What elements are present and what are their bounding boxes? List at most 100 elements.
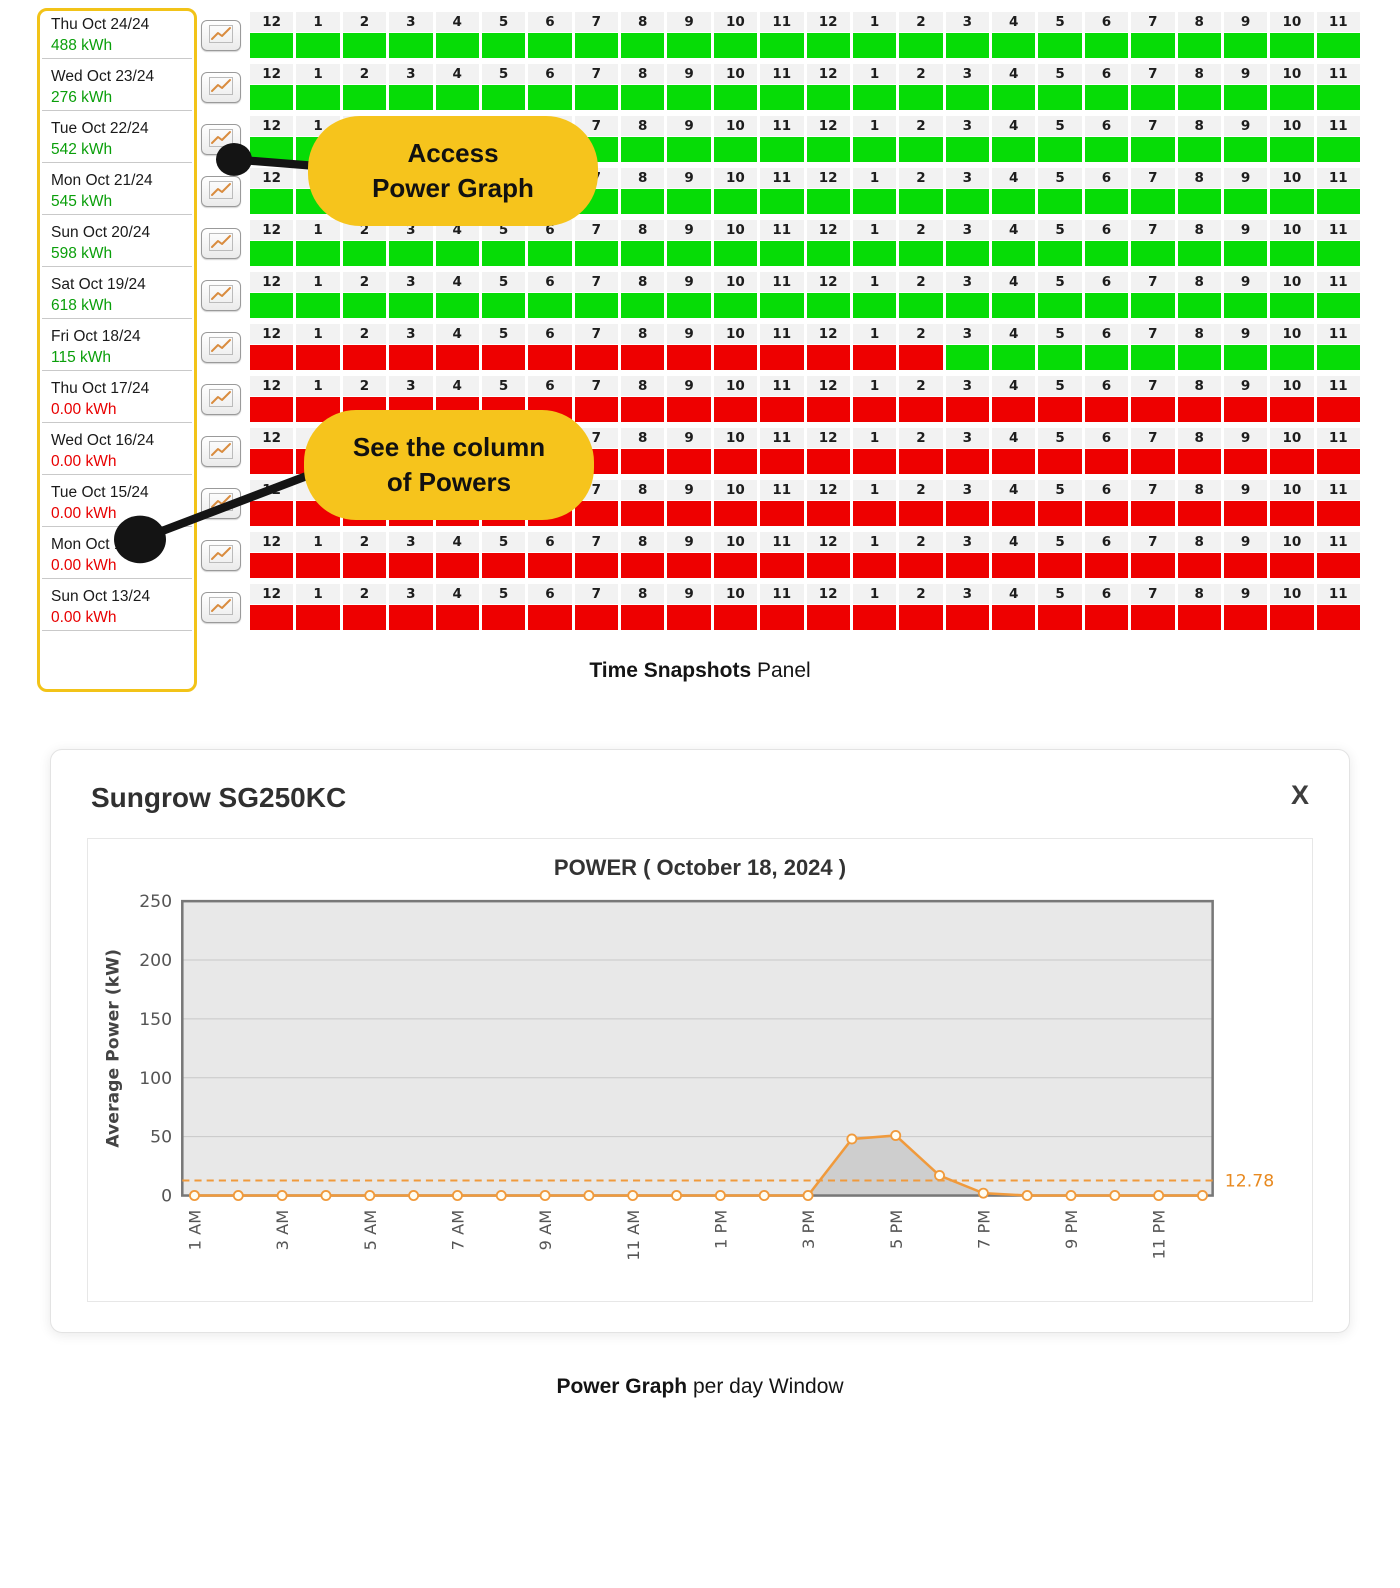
power-graph-button[interactable] bbox=[201, 436, 241, 467]
icon-cell bbox=[192, 428, 250, 475]
hour-column: 6 bbox=[528, 584, 572, 631]
hour-column: 12 bbox=[806, 64, 850, 111]
hour-label: 12 bbox=[806, 168, 850, 188]
snapshot-cell-ok bbox=[713, 137, 758, 162]
power-graph-button[interactable] bbox=[201, 384, 241, 415]
date-cell: Mon Oct 21/24 545 kWh bbox=[42, 168, 192, 215]
hour-column: 10 bbox=[713, 324, 758, 371]
snapshot-cell-down bbox=[992, 397, 1036, 422]
hour-column: 4 bbox=[992, 272, 1036, 319]
hour-label: 5 bbox=[1038, 64, 1082, 84]
snapshot-cell-ok bbox=[435, 241, 479, 266]
hour-label: 6 bbox=[1084, 220, 1129, 240]
hour-column: 12 bbox=[806, 376, 850, 423]
hour-label: 11 bbox=[1316, 584, 1360, 604]
snapshot-cell-down bbox=[1084, 501, 1129, 526]
snapshot-cell-ok bbox=[250, 85, 294, 110]
hour-label: 5 bbox=[481, 376, 526, 396]
hour-label: 2 bbox=[342, 64, 387, 84]
power-chart-svg: 0 50 100 150 200 250 12.78 1 AM 3 AM 5 AM 7 AM 9 AM… bbox=[103, 892, 1274, 1260]
hour-column: 3 bbox=[945, 376, 989, 423]
snapshot-cell-ok bbox=[389, 33, 433, 58]
snapshot-cell-ok bbox=[1316, 241, 1360, 266]
snapshot-cell-down bbox=[1084, 397, 1129, 422]
power-graph-button[interactable] bbox=[201, 176, 241, 207]
snapshot-cell-down bbox=[945, 449, 989, 474]
svg-text:5 AM: 5 AM bbox=[361, 1210, 380, 1251]
svg-text:11 PM: 11 PM bbox=[1150, 1210, 1169, 1260]
snapshot-cell-down bbox=[342, 553, 387, 578]
hour-label: 8 bbox=[1177, 116, 1221, 136]
hour-column: 8 bbox=[621, 168, 665, 215]
hour-column: 8 bbox=[621, 12, 665, 59]
power-graph-button[interactable] bbox=[201, 124, 241, 155]
hour-label: 8 bbox=[621, 324, 665, 344]
snapshot-cell-ok bbox=[1038, 345, 1082, 370]
hour-column: 9 bbox=[667, 324, 711, 371]
hour-column: 6 bbox=[1084, 116, 1129, 163]
hour-column: 12 bbox=[250, 220, 294, 267]
hour-label: 3 bbox=[389, 272, 433, 292]
hour-column: 9 bbox=[1223, 532, 1268, 579]
hour-label: 10 bbox=[1270, 272, 1314, 292]
hour-label: 11 bbox=[760, 64, 804, 84]
snapshot-cell-ok bbox=[1316, 85, 1360, 110]
row-date: Wed Oct 23/24 bbox=[51, 68, 155, 85]
power-graph-button[interactable] bbox=[201, 72, 241, 103]
snapshot-cell-ok bbox=[1316, 33, 1360, 58]
hour-column: 2 bbox=[899, 376, 943, 423]
hour-column: 5 bbox=[1038, 532, 1082, 579]
snapshot-cell-ok bbox=[296, 293, 340, 318]
svg-text:5 PM: 5 PM bbox=[887, 1210, 906, 1249]
snapshot-cell-ok bbox=[1131, 137, 1175, 162]
power-graph-button[interactable] bbox=[201, 228, 241, 259]
row-date: Wed Oct 16/24 bbox=[51, 432, 155, 449]
row-energy: 0.00 kWh bbox=[51, 401, 117, 418]
hour-label: 3 bbox=[389, 532, 433, 552]
snapshot-cell-ok bbox=[1270, 241, 1314, 266]
hour-label: 9 bbox=[667, 12, 711, 32]
hour-label: 7 bbox=[1131, 12, 1175, 32]
snapshot-cell-ok bbox=[667, 189, 711, 214]
snapshot-cell-ok bbox=[574, 293, 618, 318]
hour-label: 9 bbox=[667, 220, 711, 240]
hour-column: 5 bbox=[1038, 64, 1082, 111]
hour-label: 11 bbox=[1316, 324, 1360, 344]
snapshot-cell-down bbox=[852, 449, 897, 474]
power-graph-button[interactable] bbox=[201, 540, 241, 571]
hour-column: 11 bbox=[1316, 12, 1360, 59]
power-graph-button[interactable] bbox=[201, 592, 241, 623]
snapshot-cell-down bbox=[760, 397, 804, 422]
snapshot-cell-ok bbox=[1223, 33, 1268, 58]
hour-label: 7 bbox=[574, 324, 618, 344]
power-graph-button[interactable] bbox=[201, 332, 241, 363]
snapshot-cell-ok bbox=[574, 33, 618, 58]
hour-column: 10 bbox=[713, 272, 758, 319]
close-button[interactable]: X bbox=[1290, 780, 1309, 810]
snapshot-cell-ok bbox=[1084, 137, 1129, 162]
hour-label: 9 bbox=[1223, 480, 1268, 500]
callout-line: Access bbox=[407, 138, 499, 168]
snapshot-cell-ok bbox=[621, 293, 665, 318]
hour-label: 10 bbox=[713, 324, 758, 344]
hour-label: 5 bbox=[1038, 376, 1082, 396]
hour-column: 1 bbox=[296, 64, 340, 111]
snapshot-cell-ok bbox=[389, 241, 433, 266]
snapshot-cell-ok bbox=[992, 85, 1036, 110]
snapshot-cell-down bbox=[992, 501, 1036, 526]
snapshot-cell-ok bbox=[852, 293, 897, 318]
hour-column: 6 bbox=[1084, 220, 1129, 267]
snapshot-cell-down bbox=[945, 501, 989, 526]
hour-label: 8 bbox=[1177, 324, 1221, 344]
power-graph-button[interactable] bbox=[201, 488, 241, 519]
power-graph-button[interactable] bbox=[201, 280, 241, 311]
hour-label: 7 bbox=[1131, 64, 1175, 84]
snapshot-cell-ok bbox=[1270, 345, 1314, 370]
hour-label: 2 bbox=[342, 584, 387, 604]
hour-label: 11 bbox=[760, 428, 804, 448]
hour-column: 8 bbox=[1177, 324, 1221, 371]
power-graph-button[interactable] bbox=[201, 20, 241, 51]
table-row: Thu Oct 17/24 0.00 kWh 12 1 2 3 4 5 6 7 8 9 10 11 12… bbox=[42, 376, 1360, 423]
hour-label: 7 bbox=[1131, 480, 1175, 500]
